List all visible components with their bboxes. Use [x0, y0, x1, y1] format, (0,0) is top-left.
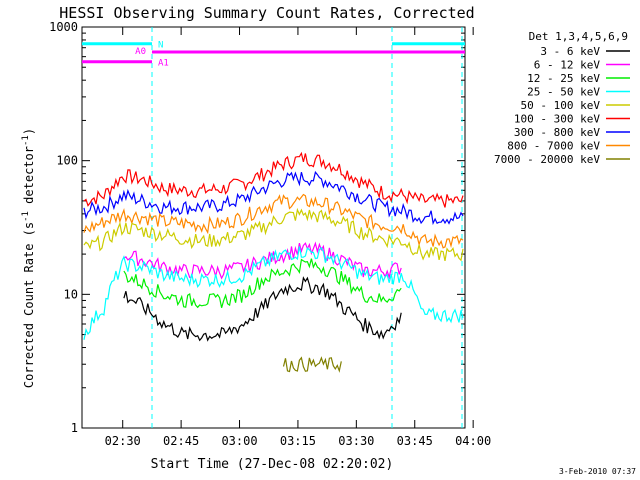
legend-label: 100 - 300 keV [514, 113, 600, 126]
y-axis-label-part: Corrected Count Rate (s [22, 222, 36, 388]
x-axis-label: Start Time (27-Dec-08 02:20:02) [151, 457, 394, 472]
series-line [123, 258, 402, 309]
y-tick-label: 100 [56, 154, 78, 168]
flag-label: A1 [158, 59, 169, 69]
series-line [83, 151, 464, 208]
legend-label: 7000 - 20000 keV [494, 153, 600, 166]
legend-label: 300 - 800 keV [514, 126, 600, 139]
legend-label: 800 - 7000 keV [507, 140, 600, 153]
chart-title: HESSI Observing Summary Count Rates, Cor… [59, 4, 474, 22]
y-axis-label: Corrected Count Rate (s-1 detector-1) [21, 128, 36, 388]
x-tick-label: 03:45 [397, 434, 433, 448]
plot-frame [81, 26, 466, 429]
y-tick-label: 1 [71, 421, 78, 435]
y-tick-label: 1000 [49, 20, 78, 34]
legend-label: 12 - 25 keV [527, 72, 600, 85]
legend-label: 25 - 50 keV [527, 86, 600, 99]
x-tick-label: 03:15 [280, 434, 316, 448]
y-tick-label: 10 [64, 287, 78, 301]
series-line [282, 356, 342, 373]
y-axis-label-sup: -1 [21, 135, 31, 146]
x-tick-label: 04:00 [455, 434, 491, 448]
series-line [123, 241, 402, 280]
legend-label: 50 - 100 keV [521, 99, 601, 112]
legend-header: Det 1,3,4,5,6,9 [529, 30, 628, 43]
flag-label: N [158, 41, 163, 51]
date-stamp: 3-Feb-2010 07:37 [559, 467, 636, 476]
plot-area: 1 10 100 1000 02:30 02:45 03:00 03:15 03:30 03:45… [49, 20, 491, 448]
y-axis-label-sup: -1 [21, 211, 31, 222]
y-axis-label-part: detector [22, 146, 36, 211]
y-axis-label-part: ) [22, 128, 36, 135]
series-line [83, 170, 464, 226]
series-line [83, 246, 464, 340]
series-line [123, 276, 402, 342]
x-tick-label: 02:30 [105, 434, 141, 448]
series-line [83, 207, 464, 262]
legend-label: 6 - 12 keV [534, 59, 601, 72]
legend-label: 3 - 6 keV [540, 45, 600, 58]
series-line [83, 193, 464, 249]
x-tick-label: 03:30 [338, 434, 374, 448]
flag-label: A0 [135, 47, 146, 57]
x-tick-label: 03:00 [221, 434, 257, 448]
x-tick-label: 02:45 [163, 434, 199, 448]
